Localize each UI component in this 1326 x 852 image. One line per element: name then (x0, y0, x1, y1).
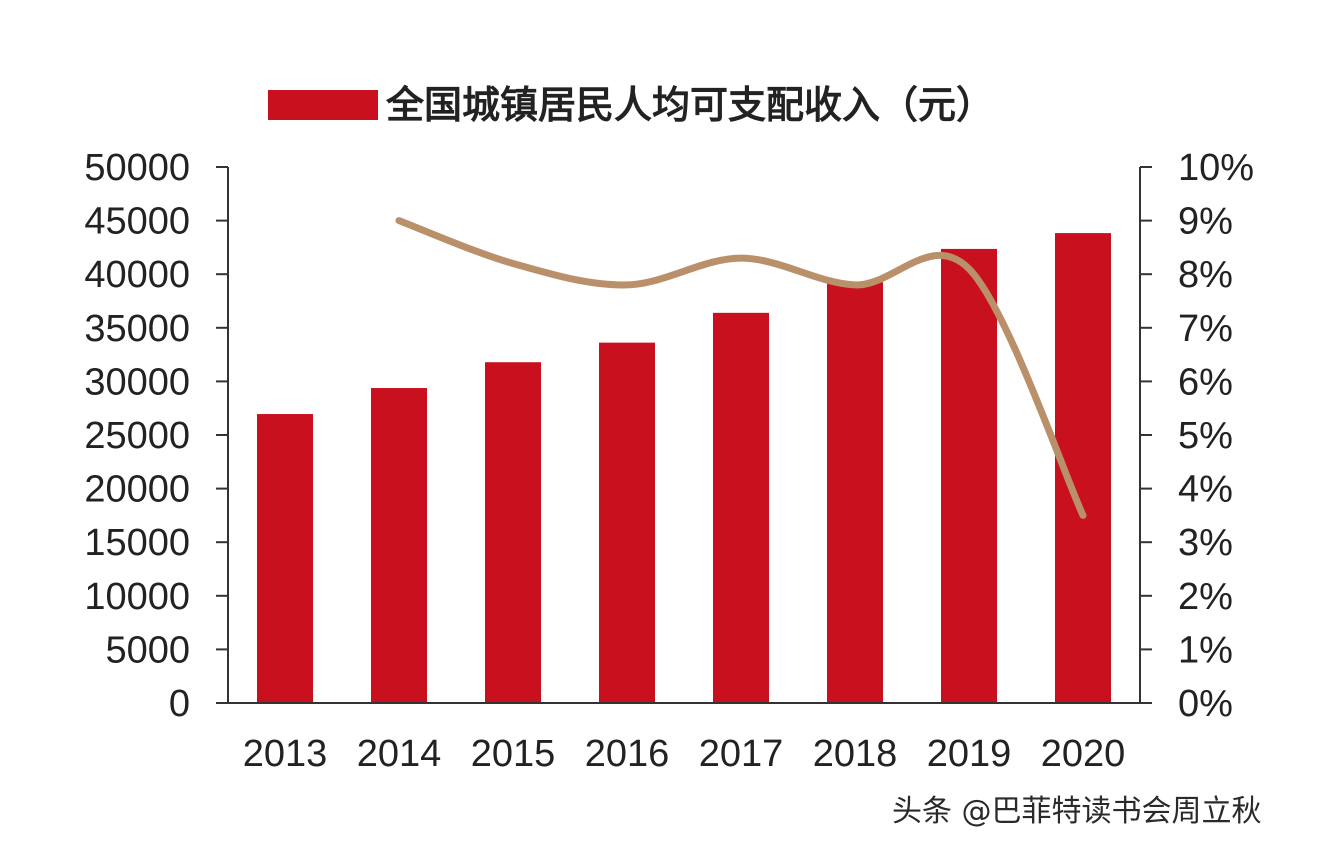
left-tick-label: 50000 (84, 147, 190, 189)
legend-label: 全国城镇居民人均可支配收入（元） (385, 82, 994, 127)
left-axis: 0 5000 10000 15000 20000 25000 30000 35000 40000… (84, 147, 229, 725)
bar (941, 248, 997, 704)
legend-swatch (268, 90, 378, 120)
right-tick-label: 6% (1178, 361, 1233, 403)
right-tick-label: 2% (1178, 576, 1233, 618)
bar (485, 362, 541, 703)
right-tick-label: 8% (1178, 254, 1233, 296)
growth-line (395, 217, 1087, 519)
right-tick-label: 5% (1178, 415, 1233, 457)
bar (371, 388, 427, 703)
x-tick-label: 2015 (471, 733, 556, 775)
bar-series (257, 233, 1111, 704)
left-tick-label: 35000 (84, 308, 190, 350)
right-tick-label: 10% (1178, 147, 1254, 189)
left-tick-label: 30000 (84, 361, 190, 403)
x-tick-label: 2013 (243, 733, 328, 775)
right-tick-label: 3% (1178, 522, 1233, 564)
right-tick-label: 1% (1178, 629, 1233, 671)
growth-line-series (395, 217, 1087, 519)
bar (599, 342, 655, 703)
legend: 全国城镇居民人均可支配收入（元） (268, 82, 994, 127)
left-tick-label: 45000 (84, 201, 190, 243)
x-tick-label: 2014 (357, 733, 442, 775)
x-axis: 2013 2014 2015 2016 2017 2018 2019 2020 (228, 702, 1140, 775)
bar (713, 312, 769, 703)
right-tick-label: 7% (1178, 308, 1233, 350)
left-tick-label: 20000 (84, 469, 190, 511)
x-tick-label: 2017 (699, 733, 784, 775)
left-tick-label: 25000 (84, 415, 190, 457)
x-tick-label: 2020 (1041, 733, 1126, 775)
watermark: 头条 @巴菲特读书会周立秋 (892, 794, 1262, 829)
x-tick-label: 2019 (927, 733, 1012, 775)
x-tick-label: 2016 (585, 733, 670, 775)
left-tick-label: 15000 (84, 522, 190, 564)
left-tick-label: 10000 (84, 576, 190, 618)
left-tick-label: 5000 (105, 629, 190, 671)
bar (827, 282, 883, 703)
left-tick-label: 40000 (84, 254, 190, 296)
right-tick-label: 0% (1178, 683, 1233, 725)
left-tick-label: 0 (169, 683, 190, 725)
right-axis: 0% 1% 2% 3% 4% 5% 6% 7% 8% 9% 10% (1139, 147, 1254, 725)
right-tick-label: 4% (1178, 469, 1233, 511)
bar (257, 414, 313, 703)
x-tick-label: 2018 (813, 733, 898, 775)
right-tick-label: 9% (1178, 201, 1233, 243)
